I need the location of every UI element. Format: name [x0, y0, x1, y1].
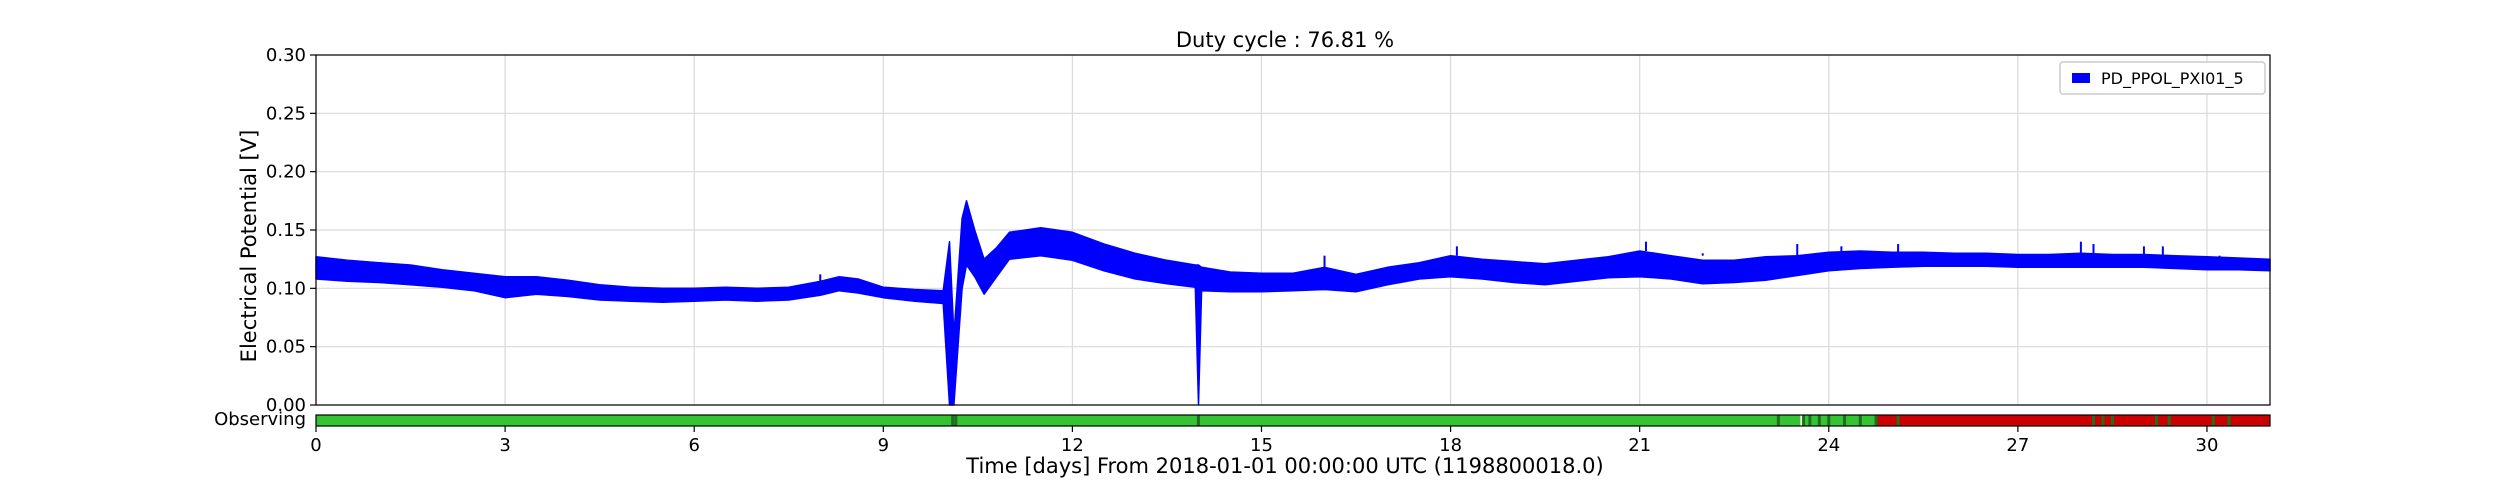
segment-mark: [1776, 415, 1780, 426]
y-axis-label: Electrical Potential [V]: [237, 130, 261, 363]
y-tick-label: 0.10: [266, 278, 306, 299]
segment-mark: [2155, 415, 2159, 426]
x-tick-label: 9: [878, 435, 889, 456]
series-band: [315, 200, 2271, 406]
segment-inactive: [1876, 415, 2270, 426]
x-tick-label: 30: [2196, 435, 2219, 456]
chart-title: Duty cycle : 76.81 %: [1176, 28, 1394, 52]
segment-mark: [1817, 415, 1821, 426]
data-series: [315, 200, 2271, 406]
segment-mark: [2101, 415, 2105, 426]
segment-frame: [315, 414, 2271, 427]
x-tick-label: 12: [1061, 435, 1084, 456]
legend-label: PD_PPOL_PXI01_5: [2101, 69, 2244, 89]
segment-mark: [1802, 415, 1806, 426]
y-tick-label: 0.25: [266, 103, 306, 124]
x-axis-label: Time [days] From 2018-01-01 00:00:00 UTC…: [965, 454, 1603, 478]
y-tick-label: 0.15: [266, 220, 306, 241]
segment-mark: [1196, 415, 1200, 426]
segment-mark: [954, 415, 958, 426]
x-tick-label: 21: [1628, 435, 1651, 456]
segment-mark: [1827, 415, 1831, 426]
legend-box: [2059, 61, 2266, 95]
segment-mark: [2227, 415, 2231, 426]
x-tick-label: 6: [688, 435, 699, 456]
y-tick-label: 0.20: [266, 162, 306, 183]
axes-frame: [315, 54, 2271, 406]
y-tick-label: 0.00: [266, 395, 306, 416]
segment-mark: [1843, 415, 1847, 426]
y-tick-label: 0.30: [266, 45, 306, 66]
legend-swatch: [2072, 73, 2090, 83]
y-tick-label: 0.05: [266, 337, 306, 358]
segment-mark: [1874, 415, 1878, 426]
x-tick-label: 24: [1817, 435, 1840, 456]
segment-mark: [951, 415, 955, 426]
x-tick-label: 15: [1250, 435, 1273, 456]
legend: PD_PPOL_PXI01_5: [2059, 61, 2266, 95]
segment-active: [1803, 415, 1877, 426]
x-tick-label: 27: [2006, 435, 2029, 456]
grid-lines: [315, 54, 2270, 406]
x-tick-label: 0: [310, 435, 321, 456]
segments-label: Observing: [214, 409, 306, 430]
segment-active: [316, 415, 1801, 426]
x-tick-label: 3: [499, 435, 510, 456]
x-tick-label: 18: [1439, 435, 1462, 456]
segment-mark: [2092, 415, 2096, 426]
segment-mark: [1858, 415, 1862, 426]
segment-mark: [1808, 415, 1812, 426]
segment-mark: [1896, 415, 1900, 426]
segment-mark: [2211, 415, 2215, 426]
segment-mark: [2167, 415, 2171, 426]
segments-bar: [315, 414, 2271, 427]
segment-mark: [2110, 415, 2114, 426]
axes: 0.00 0.05 0.10 0.15 0.20 0.25 0.30 0 3 6 9 12 15 18 21…: [266, 45, 2271, 456]
